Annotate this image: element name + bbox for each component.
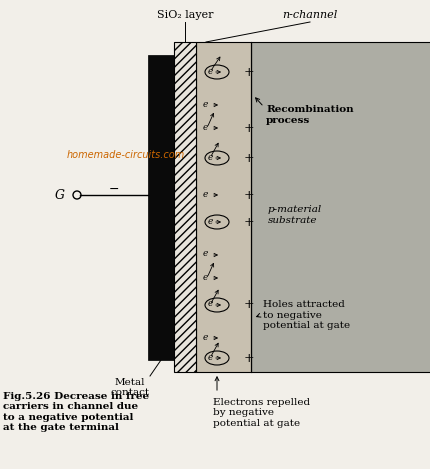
Text: +: + <box>243 66 254 78</box>
Bar <box>250 42 430 372</box>
Text: p-material
substrate: p-material substrate <box>267 205 322 225</box>
Text: e: e <box>202 189 207 198</box>
Text: SiO₂ layer: SiO₂ layer <box>157 10 213 20</box>
Text: Electrons repelled
by negative
potential at gate: Electrons repelled by negative potential… <box>212 398 310 428</box>
Text: Metal
contact: Metal contact <box>110 378 149 397</box>
Text: e: e <box>202 99 207 108</box>
Bar <box>196 42 250 372</box>
Text: homemade-circuits.com: homemade-circuits.com <box>67 150 185 160</box>
Bar <box>147 55 174 360</box>
Text: e: e <box>207 353 212 362</box>
Text: e: e <box>202 122 207 131</box>
Text: e: e <box>202 272 207 281</box>
Text: e: e <box>207 300 212 309</box>
Text: +: + <box>243 121 254 135</box>
Text: +: + <box>243 189 254 202</box>
Text: n-channel: n-channel <box>282 10 337 20</box>
Text: e: e <box>207 217 212 226</box>
Text: e: e <box>202 250 207 258</box>
Text: +: + <box>243 215 254 228</box>
Text: +: + <box>243 151 254 165</box>
Text: +: + <box>243 298 254 311</box>
Text: G: G <box>55 189 65 202</box>
Text: Recombination
process: Recombination process <box>265 106 353 125</box>
Text: +: + <box>243 351 254 364</box>
Text: −: − <box>108 182 119 196</box>
Text: Holes attracted
to negative
potential at gate: Holes attracted to negative potential at… <box>262 300 349 330</box>
Bar <box>174 42 196 372</box>
Text: Fig.5.26 Decrease in free
carriers in channel due
to a negative potential
at the: Fig.5.26 Decrease in free carriers in ch… <box>3 392 149 432</box>
Text: e: e <box>207 152 212 161</box>
Text: e: e <box>202 333 207 341</box>
Text: e: e <box>207 67 212 76</box>
